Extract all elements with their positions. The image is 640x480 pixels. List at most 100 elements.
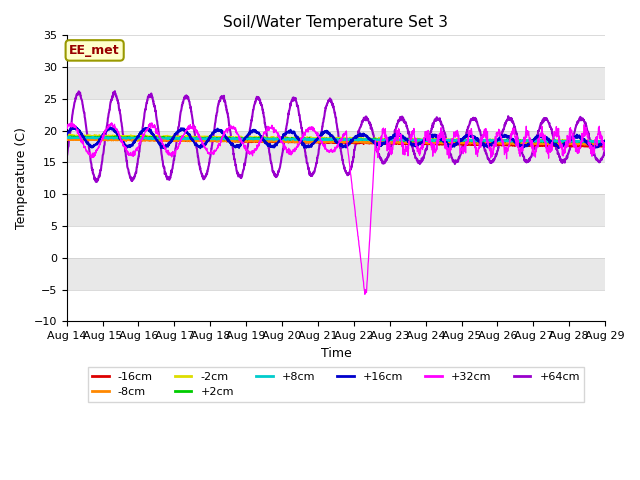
+2cm	[310, 136, 318, 142]
-8cm	[586, 142, 593, 147]
Line: +64cm: +64cm	[67, 91, 605, 182]
Bar	[67, 226, 605, 258]
+64cm	[586, 138, 594, 144]
+8cm	[594, 140, 602, 145]
+8cm	[602, 139, 609, 145]
Line: +8cm: +8cm	[67, 137, 605, 143]
+8cm	[586, 138, 594, 144]
+64cm	[92, 179, 100, 185]
Bar	[67, 289, 605, 321]
+8cm	[325, 136, 333, 142]
-2cm	[63, 132, 70, 138]
Bar	[67, 99, 605, 131]
+8cm	[487, 138, 495, 144]
+16cm	[590, 145, 598, 151]
+32cm	[310, 128, 318, 134]
-2cm	[602, 138, 609, 144]
+8cm	[310, 136, 318, 142]
+2cm	[600, 140, 608, 146]
+64cm	[63, 157, 70, 163]
-16cm	[310, 140, 318, 145]
Bar	[67, 162, 605, 194]
-2cm	[310, 135, 318, 141]
Line: -2cm: -2cm	[67, 134, 605, 143]
+64cm	[311, 168, 319, 173]
+2cm	[63, 134, 70, 140]
+16cm	[602, 138, 609, 144]
Title: Soil/Water Temperature Set 3: Soil/Water Temperature Set 3	[223, 15, 449, 30]
+16cm	[91, 143, 99, 148]
+2cm	[586, 138, 594, 144]
+2cm	[586, 139, 593, 144]
Line: +2cm: +2cm	[67, 136, 605, 143]
X-axis label: Time: Time	[321, 347, 351, 360]
Y-axis label: Temperature (C): Temperature (C)	[15, 127, 28, 229]
-16cm	[63, 135, 70, 141]
Bar	[67, 194, 605, 226]
+32cm	[602, 149, 609, 155]
+8cm	[586, 138, 593, 144]
-16cm	[602, 144, 609, 149]
+64cm	[586, 137, 594, 143]
+16cm	[487, 142, 495, 147]
-8cm	[63, 137, 70, 143]
Legend: -16cm, -8cm, -2cm, +2cm, +8cm, +16cm, +32cm, +64cm: -16cm, -8cm, -2cm, +2cm, +8cm, +16cm, +3…	[88, 367, 584, 401]
+8cm	[63, 135, 70, 141]
+64cm	[90, 175, 98, 180]
+8cm	[100, 134, 108, 140]
+16cm	[586, 142, 594, 148]
-8cm	[602, 141, 609, 147]
Bar	[67, 258, 605, 289]
+16cm	[310, 139, 318, 144]
+64cm	[111, 88, 118, 94]
+32cm	[68, 120, 76, 125]
-16cm	[324, 140, 332, 145]
Bar	[67, 131, 605, 162]
Text: EE_met: EE_met	[69, 44, 120, 57]
-16cm	[570, 144, 577, 149]
+64cm	[488, 159, 495, 165]
-8cm	[325, 139, 333, 145]
-8cm	[590, 142, 598, 148]
+32cm	[325, 147, 333, 153]
+64cm	[602, 148, 609, 154]
Line: -16cm: -16cm	[67, 138, 605, 146]
-2cm	[586, 139, 594, 145]
-2cm	[487, 137, 495, 143]
+32cm	[91, 150, 99, 156]
+16cm	[586, 141, 593, 146]
+32cm	[586, 140, 594, 145]
Line: +32cm: +32cm	[67, 122, 605, 294]
+2cm	[90, 134, 98, 140]
-8cm	[90, 137, 98, 143]
-2cm	[563, 140, 570, 145]
+32cm	[63, 125, 70, 131]
-8cm	[102, 136, 110, 142]
+32cm	[488, 152, 495, 158]
-8cm	[310, 139, 318, 144]
-16cm	[90, 136, 98, 142]
+16cm	[63, 132, 70, 138]
Line: -8cm: -8cm	[67, 139, 605, 145]
Line: +16cm: +16cm	[67, 127, 605, 148]
-16cm	[487, 142, 495, 147]
Bar	[67, 36, 605, 67]
-8cm	[487, 141, 495, 146]
+16cm	[70, 124, 77, 130]
Bar	[67, 67, 605, 99]
+8cm	[90, 135, 98, 141]
-2cm	[66, 132, 74, 137]
-2cm	[91, 132, 99, 138]
-2cm	[325, 137, 333, 143]
+2cm	[325, 137, 333, 143]
-2cm	[586, 139, 594, 144]
+32cm	[586, 143, 594, 149]
+64cm	[325, 97, 333, 103]
+2cm	[487, 139, 495, 144]
+2cm	[141, 133, 149, 139]
+16cm	[325, 131, 333, 136]
-8cm	[586, 141, 594, 147]
+2cm	[602, 139, 609, 144]
-16cm	[586, 144, 594, 149]
-16cm	[586, 144, 593, 149]
